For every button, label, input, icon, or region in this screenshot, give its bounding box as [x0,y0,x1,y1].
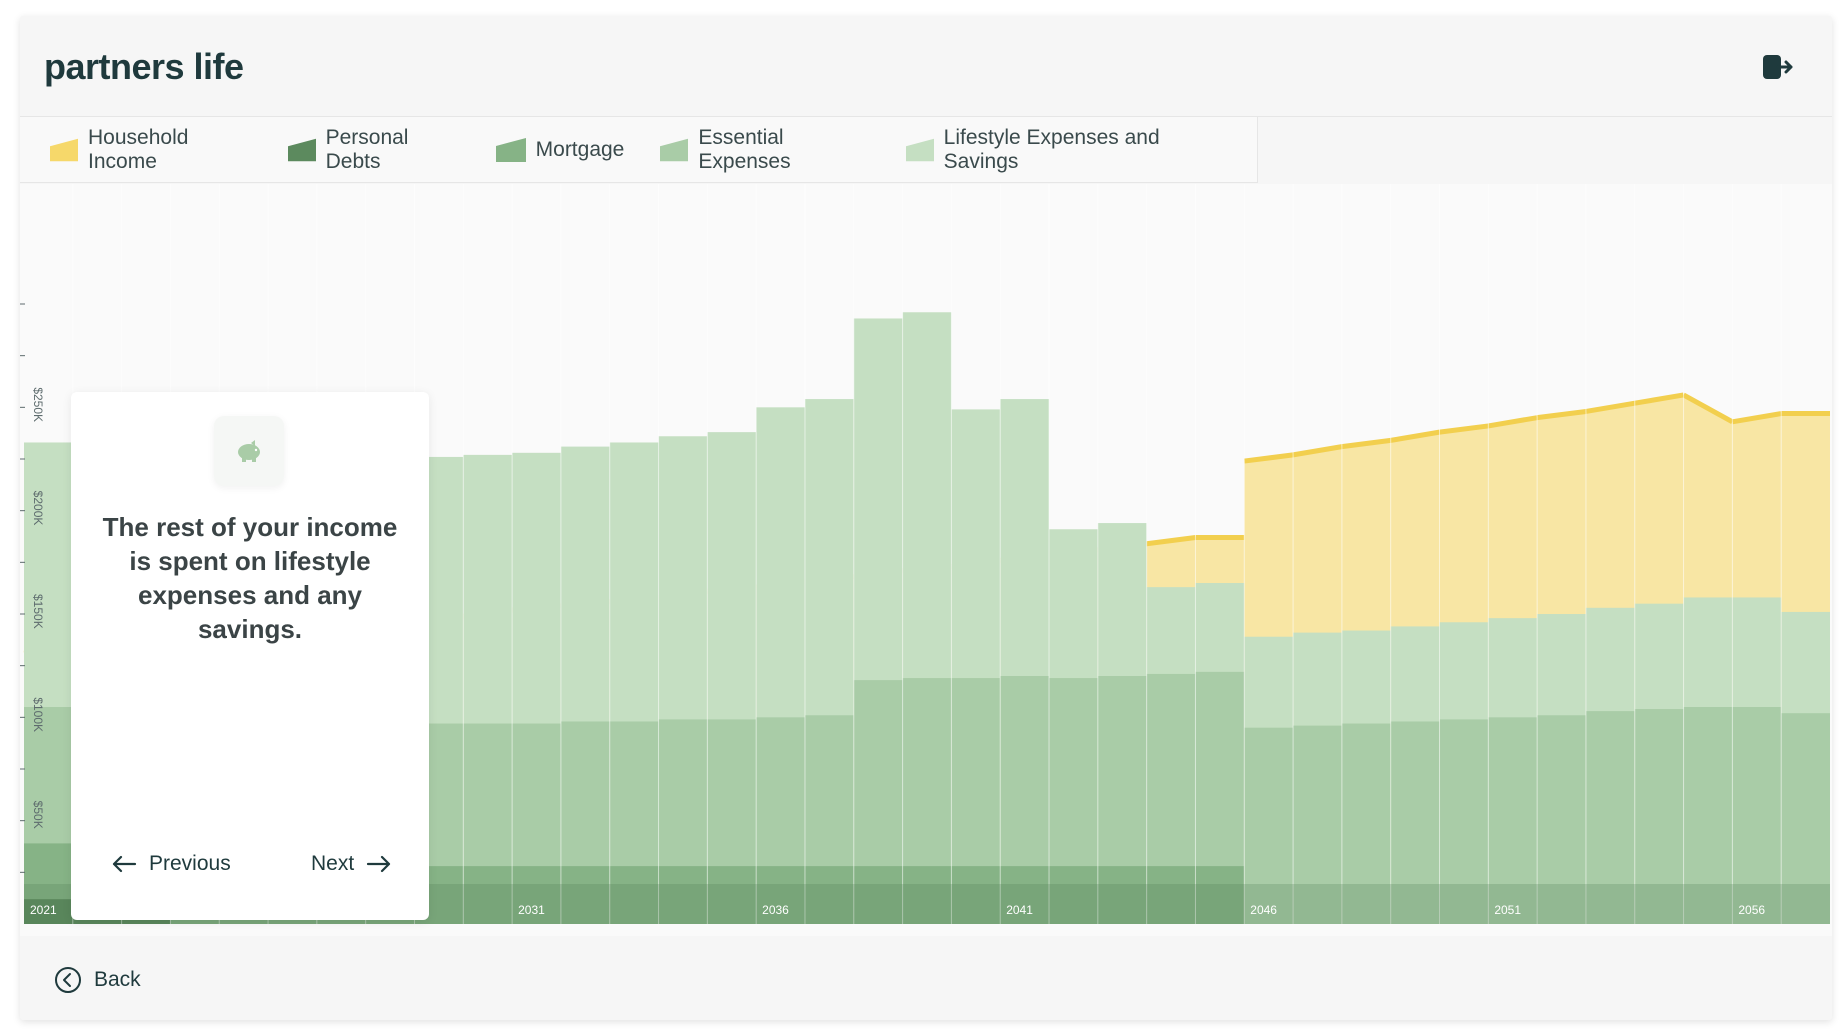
x-tick-label: 2031 [518,903,545,917]
income-line-2047 [1292,444,1343,458]
bar-mortgage-2037 [804,866,854,924]
next-label: Next [311,852,355,875]
card-message: The rest of your income is spent on life… [102,512,398,644]
bar-essential-expenses-2052 [1537,715,1586,924]
footer: Back [20,936,1832,1020]
app-frame: partners life Household Income Personal … [20,16,1832,1020]
bar-mortgage-2035 [707,866,757,924]
bar-essential-expenses-2055 [1683,707,1733,924]
bar-essential-expenses-2057 [1781,713,1830,924]
bar-mortgage-2034 [658,866,708,924]
logo: partners life [44,46,244,87]
previous-label: Previous [149,852,231,875]
income-line-2053 [1585,400,1636,414]
chart-legend: Household Income Personal Debts Mortgage… [20,117,1258,183]
piggy-bank-icon [214,416,284,486]
bar-essential-expenses-2056 [1732,707,1782,924]
bar-mortgage-2036 [756,866,805,924]
x-tick-label: 2036 [762,903,789,917]
bar-essential-expenses-2047 [1293,725,1342,924]
legend-label: Personal Debts [325,125,409,173]
income-line-2052 [1536,408,1587,421]
bar-mortgage-2045 [1195,866,1245,924]
bar-essential-expenses-2051 [1488,717,1538,924]
x-tick-label: 2056 [1738,903,1765,917]
legend-swatch-household-income [50,138,79,161]
bar-mortgage-2030 [463,866,513,924]
arrow-right-icon [367,855,391,873]
legend-item-essential-expenses[interactable]: Essential Expenses [660,126,869,174]
previous-button[interactable]: Previous [111,852,231,876]
bar-mortgage-2042 [1049,866,1098,924]
chart-area: 20212026203120362041204620512056$50K$100… [20,184,1832,936]
legend-swatch-personal-debts [287,138,316,161]
bar-mortgage-2043 [1097,866,1147,924]
legend-label: Essential Expenses [698,125,791,173]
x-tick-label: 2041 [1006,903,1033,917]
bar-mortgage-2038 [853,866,903,924]
bar-essential-expenses-2054 [1634,709,1684,924]
legend-label: Mortgage [535,137,625,161]
income-line-2054 [1634,392,1684,406]
bar-essential-expenses-2050 [1439,719,1489,924]
next-button[interactable]: Next [311,852,392,876]
income-line-2048 [1341,437,1392,450]
info-card: The rest of your income is spent on life… [71,392,429,920]
legend-item-lifestyle-expenses[interactable]: Lifestyle Expenses and Savings [905,125,1221,174]
arrow-left-icon [112,855,137,873]
back-label: Back [94,968,141,991]
bar-essential-expenses-2046 [1244,727,1294,924]
x-tick-label: 2046 [1250,903,1277,917]
bar-mortgage-2041 [1000,866,1050,924]
bar-mortgage-2031 [512,866,561,924]
y-tick-label: $100K [31,697,45,732]
income-line-2046 [1243,452,1294,464]
legend-label: Lifestyle Expenses and Savings [943,125,1160,173]
bar-mortgage-2039 [902,866,952,924]
back-circle-icon [55,967,81,993]
bar-essential-expenses-2053 [1585,711,1635,924]
income-line-2051 [1487,415,1538,429]
legend-label: Household Income [88,125,189,173]
bar-mortgage-2040 [951,866,1001,924]
y-tick-label: $150K [31,594,45,629]
income-line-2044 [1146,535,1196,547]
legend-item-mortgage[interactable]: Mortgage [495,137,625,162]
income-line-2049 [1390,429,1440,443]
header: partners life [20,16,1832,117]
bar-mortgage-2033 [609,866,659,924]
income-line-2050 [1439,423,1489,435]
income-line-2056 [1731,411,1782,425]
bar-mortgage-2044 [1146,866,1196,924]
back-button[interactable]: Back [54,966,141,994]
bar-mortgage-2032 [560,866,610,924]
legend-swatch-lifestyle-expenses [905,138,934,161]
y-tick-label: $250K [31,387,45,422]
bar-personal-debts-2021 [24,899,73,924]
legend-swatch-mortgage [495,137,526,162]
legend-item-household-income[interactable]: Household Income [50,126,252,174]
bar-essential-expenses-2049 [1390,721,1440,924]
logout-icon[interactable] [1760,50,1794,84]
x-tick-label: 2021 [30,903,57,917]
legend-swatch-essential-expenses [660,138,689,161]
legend-item-personal-debts[interactable]: Personal Debts [287,125,460,174]
x-tick-label: 2051 [1494,903,1521,917]
y-tick-label: $200K [31,491,45,526]
bar-essential-expenses-2048 [1341,723,1391,924]
income-line-2055 [1682,392,1734,424]
y-tick-label: $50K [31,801,45,829]
